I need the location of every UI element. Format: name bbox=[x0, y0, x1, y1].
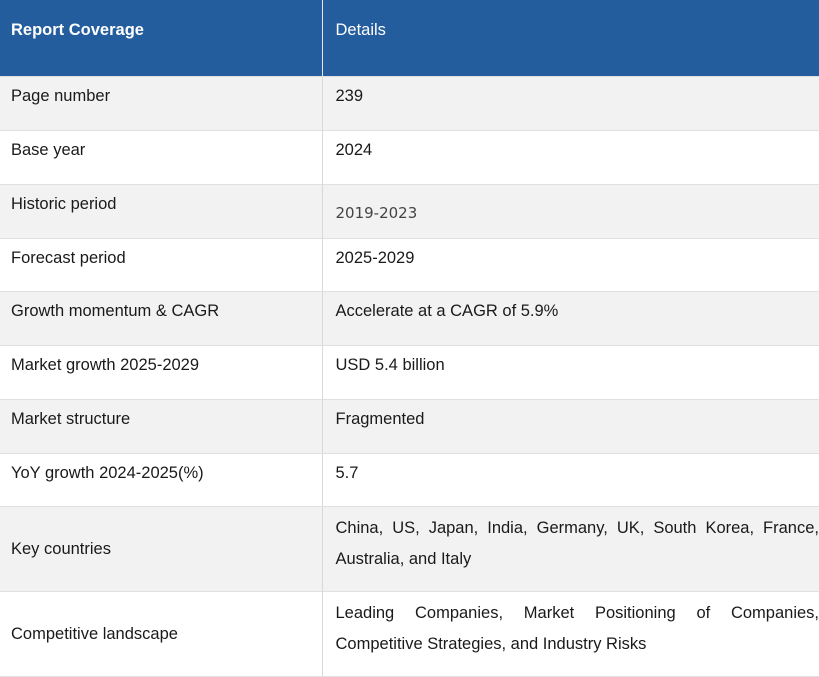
row-value-growth-momentum: Accelerate at a CAGR of 5.9% bbox=[322, 290, 819, 345]
table-row: Historic period 2019-2023 bbox=[0, 183, 819, 238]
table-row: Competitive landscape Leading Companies,… bbox=[0, 590, 819, 677]
row-value-forecast-period: 2025-2029 bbox=[322, 237, 819, 291]
row-label-key-countries: Key countries bbox=[0, 505, 323, 591]
table-header-row: Report Coverage Details bbox=[0, 0, 819, 76]
row-value-market-growth: USD 5.4 billion bbox=[322, 344, 819, 399]
row-value-historic-period: 2019-2023 bbox=[335, 203, 418, 222]
row-value-base-year: 2024 bbox=[322, 129, 819, 184]
table-row: Key countries China, US, Japan, India, G… bbox=[0, 505, 819, 591]
table-row: Market structure Fragmented bbox=[0, 398, 819, 453]
row-value-market-structure: Fragmented bbox=[322, 398, 819, 453]
row-label-market-structure: Market structure bbox=[0, 398, 323, 453]
row-label-yoy-growth: YoY growth 2024-2025(%) bbox=[0, 452, 323, 506]
row-label-competitive-landscape: Competitive landscape bbox=[0, 590, 323, 677]
row-value-historic-period-cell: 2019-2023 bbox=[322, 183, 819, 238]
header-report-coverage: Report Coverage bbox=[0, 0, 323, 76]
row-label-growth-momentum: Growth momentum & CAGR bbox=[0, 290, 323, 345]
table-row: Growth momentum & CAGR Accelerate at a C… bbox=[0, 290, 819, 345]
table-row: Base year 2024 bbox=[0, 129, 819, 184]
row-label-historic-period: Historic period bbox=[0, 183, 323, 238]
row-label-base-year: Base year bbox=[0, 129, 323, 184]
row-label-forecast-period: Forecast period bbox=[0, 237, 323, 291]
row-label-market-growth: Market growth 2025-2029 bbox=[0, 344, 323, 399]
row-value-page-number: 239 bbox=[322, 75, 819, 130]
table-row: Page number 239 bbox=[0, 75, 819, 130]
row-value-yoy-growth: 5.7 bbox=[322, 452, 819, 506]
header-details: Details bbox=[322, 0, 819, 76]
row-value-competitive-landscape: Leading Companies, Market Positioning of… bbox=[322, 590, 819, 677]
table-row: Market growth 2025-2029 USD 5.4 billion bbox=[0, 344, 819, 399]
table-row: YoY growth 2024-2025(%) 5.7 bbox=[0, 452, 819, 506]
table-row: Forecast period 2025-2029 bbox=[0, 237, 819, 291]
row-value-key-countries: China, US, Japan, India, Germany, UK, So… bbox=[322, 505, 819, 591]
row-label-page-number: Page number bbox=[0, 75, 323, 130]
